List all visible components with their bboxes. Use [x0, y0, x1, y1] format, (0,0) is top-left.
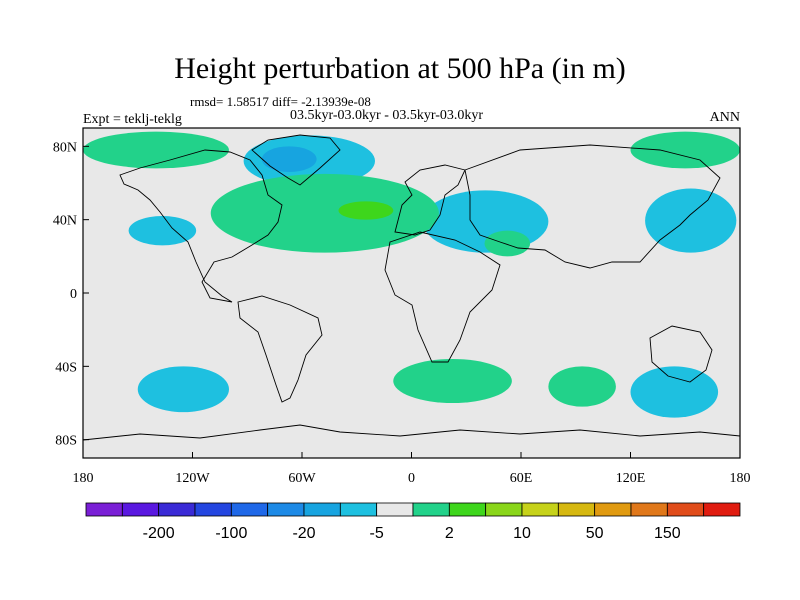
x-tick-label-1: 120W	[175, 471, 210, 486]
x-tick-label-4: 60E	[510, 471, 533, 486]
x-axis: 180 120W 60W 0 60E 120E 180	[73, 452, 751, 486]
colorbar-label-1: -100	[215, 525, 247, 542]
coast-greenland	[251, 134, 341, 186]
colorbar-box-7	[339, 502, 378, 517]
y-axis: 80N 40N 0 40S 80S	[53, 140, 89, 449]
x-tick-label-2: 60W	[288, 471, 316, 486]
colorbar-box-1	[121, 502, 160, 517]
colorbar-box-2	[158, 502, 196, 517]
field-5	[137, 366, 229, 413]
colorbar-label-0: -200	[143, 525, 175, 542]
colorbar-box-15	[630, 502, 668, 517]
colorbar-label-4: 2	[445, 525, 454, 542]
map-subtitle: 03.5kyr-03.0kyr - 03.5kyr-03.0kyr	[290, 108, 484, 123]
colorbar-box-17	[703, 502, 741, 517]
colorbar-label-5: 10	[513, 525, 531, 542]
colorbar-box-0	[85, 502, 123, 517]
coast-antarctica	[83, 424, 740, 441]
colorbar-box-4	[230, 502, 269, 517]
field-9	[83, 131, 229, 169]
colorbar-label-2: -20	[292, 525, 315, 542]
colorbar-box-16	[666, 502, 705, 517]
x-tick-label-5: 120E	[616, 471, 646, 486]
y-tick-label-2: 0	[70, 287, 77, 302]
field-10	[630, 131, 740, 169]
y-tick-label-1: 40N	[53, 214, 77, 229]
season-label: ANN	[709, 110, 740, 125]
y-tick-label-4: 80S	[55, 434, 77, 449]
colorbar-box-10	[448, 502, 487, 517]
colorbar-label-3: -5	[370, 525, 384, 542]
colorbar-box-5	[267, 502, 305, 517]
y-tick-label-0: 80N	[53, 140, 77, 155]
colorbar-label-7: 150	[654, 525, 681, 542]
field-13	[548, 366, 616, 407]
colorbar-label-6: 50	[586, 525, 604, 542]
coast-north-america	[119, 149, 283, 303]
colorbar-box-8	[376, 502, 414, 517]
field-8	[338, 201, 394, 220]
coast-south-america	[237, 295, 323, 403]
colorbar: -200 -100 -20 -5 2 10 50 150	[85, 502, 741, 542]
colorbar-box-13	[557, 502, 596, 517]
x-tick-label-6: 180	[730, 471, 751, 486]
colorbar-box-12	[521, 502, 559, 517]
x-tick-label-3: 0	[408, 471, 415, 486]
colorbar-box-14	[594, 502, 632, 517]
field-12	[393, 359, 512, 403]
colorbar-box-11	[485, 502, 523, 517]
coast-africa	[384, 231, 501, 363]
x-tick-label-0: 180	[73, 471, 94, 486]
stats-line: rmsd= 1.58517 diff= -2.13939e-08	[190, 94, 371, 109]
field-1	[261, 146, 317, 173]
coast-asia	[464, 144, 721, 269]
field-11	[484, 230, 531, 257]
field-4	[645, 188, 737, 253]
colorbar-box-6	[303, 502, 341, 517]
experiment-label: Expt = teklj-teklg	[83, 112, 182, 127]
field-6	[630, 366, 719, 418]
coastlines	[83, 134, 740, 441]
coast-australia	[649, 325, 713, 383]
colorbar-box-3	[194, 502, 232, 517]
field-3	[128, 216, 197, 246]
field-7	[210, 173, 439, 253]
map-title: Height perturbation at 500 hPa (in m)	[174, 52, 626, 85]
colorbar-box-9	[412, 502, 450, 517]
y-tick-label-3: 40S	[55, 360, 77, 375]
